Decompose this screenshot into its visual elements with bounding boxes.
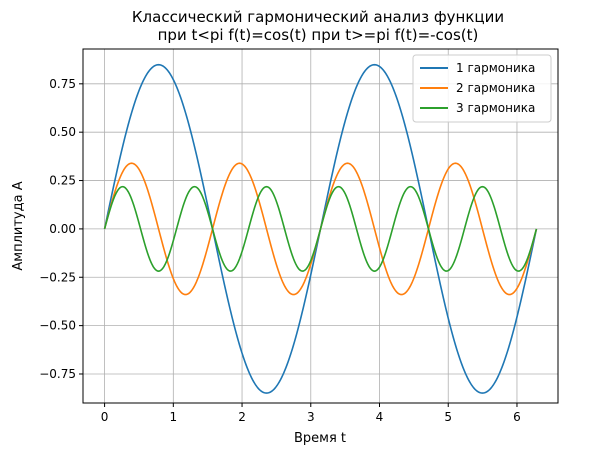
y-tick-label: 0.25 <box>49 174 76 188</box>
series-line-3 <box>103 185 538 272</box>
legend-box <box>412 54 552 123</box>
x-ticks: 0 1 2 3 4 5 6 <box>101 403 521 424</box>
series-lines <box>103 63 538 394</box>
x-tick-label: 4 <box>376 410 384 424</box>
y-tick-label: −0.75 <box>39 367 76 381</box>
chart-title-line-2: при t<pi f(t)=cos(t) при t>=pi f(t)=-cos… <box>158 26 479 44</box>
x-tick-label: 1 <box>169 410 177 424</box>
y-tick-label: 0.00 <box>49 222 76 236</box>
x-tick-label: 5 <box>444 410 452 424</box>
x-tick-label: 2 <box>238 410 246 424</box>
legend-label-3: 3 гармоника <box>456 101 535 115</box>
legend-label-1: 1 гармоника <box>456 61 535 75</box>
x-tick-label: 3 <box>307 410 315 424</box>
x-tick-label: 6 <box>513 410 521 424</box>
y-tick-label: −0.50 <box>39 319 76 333</box>
y-tick-label: −0.25 <box>39 270 76 284</box>
y-ticks: −0.75 −0.50 −0.25 0.00 0.25 0.50 0.75 <box>39 77 83 381</box>
legend-label-2: 2 гармоника <box>456 81 535 95</box>
y-axis-label: Амплитуда A <box>11 181 26 270</box>
chart-title-line-1: Классический гармонический анализ функци… <box>132 8 504 26</box>
x-tick-label: 0 <box>101 410 109 424</box>
plot-frame <box>82 48 559 404</box>
y-tick-label: 0.50 <box>49 125 76 139</box>
y-tick-label: 0.75 <box>49 77 76 91</box>
legend: 1 гармоника 2 гармоника 3 гармоника <box>412 54 552 123</box>
x-axis-label: Время t <box>294 431 346 446</box>
